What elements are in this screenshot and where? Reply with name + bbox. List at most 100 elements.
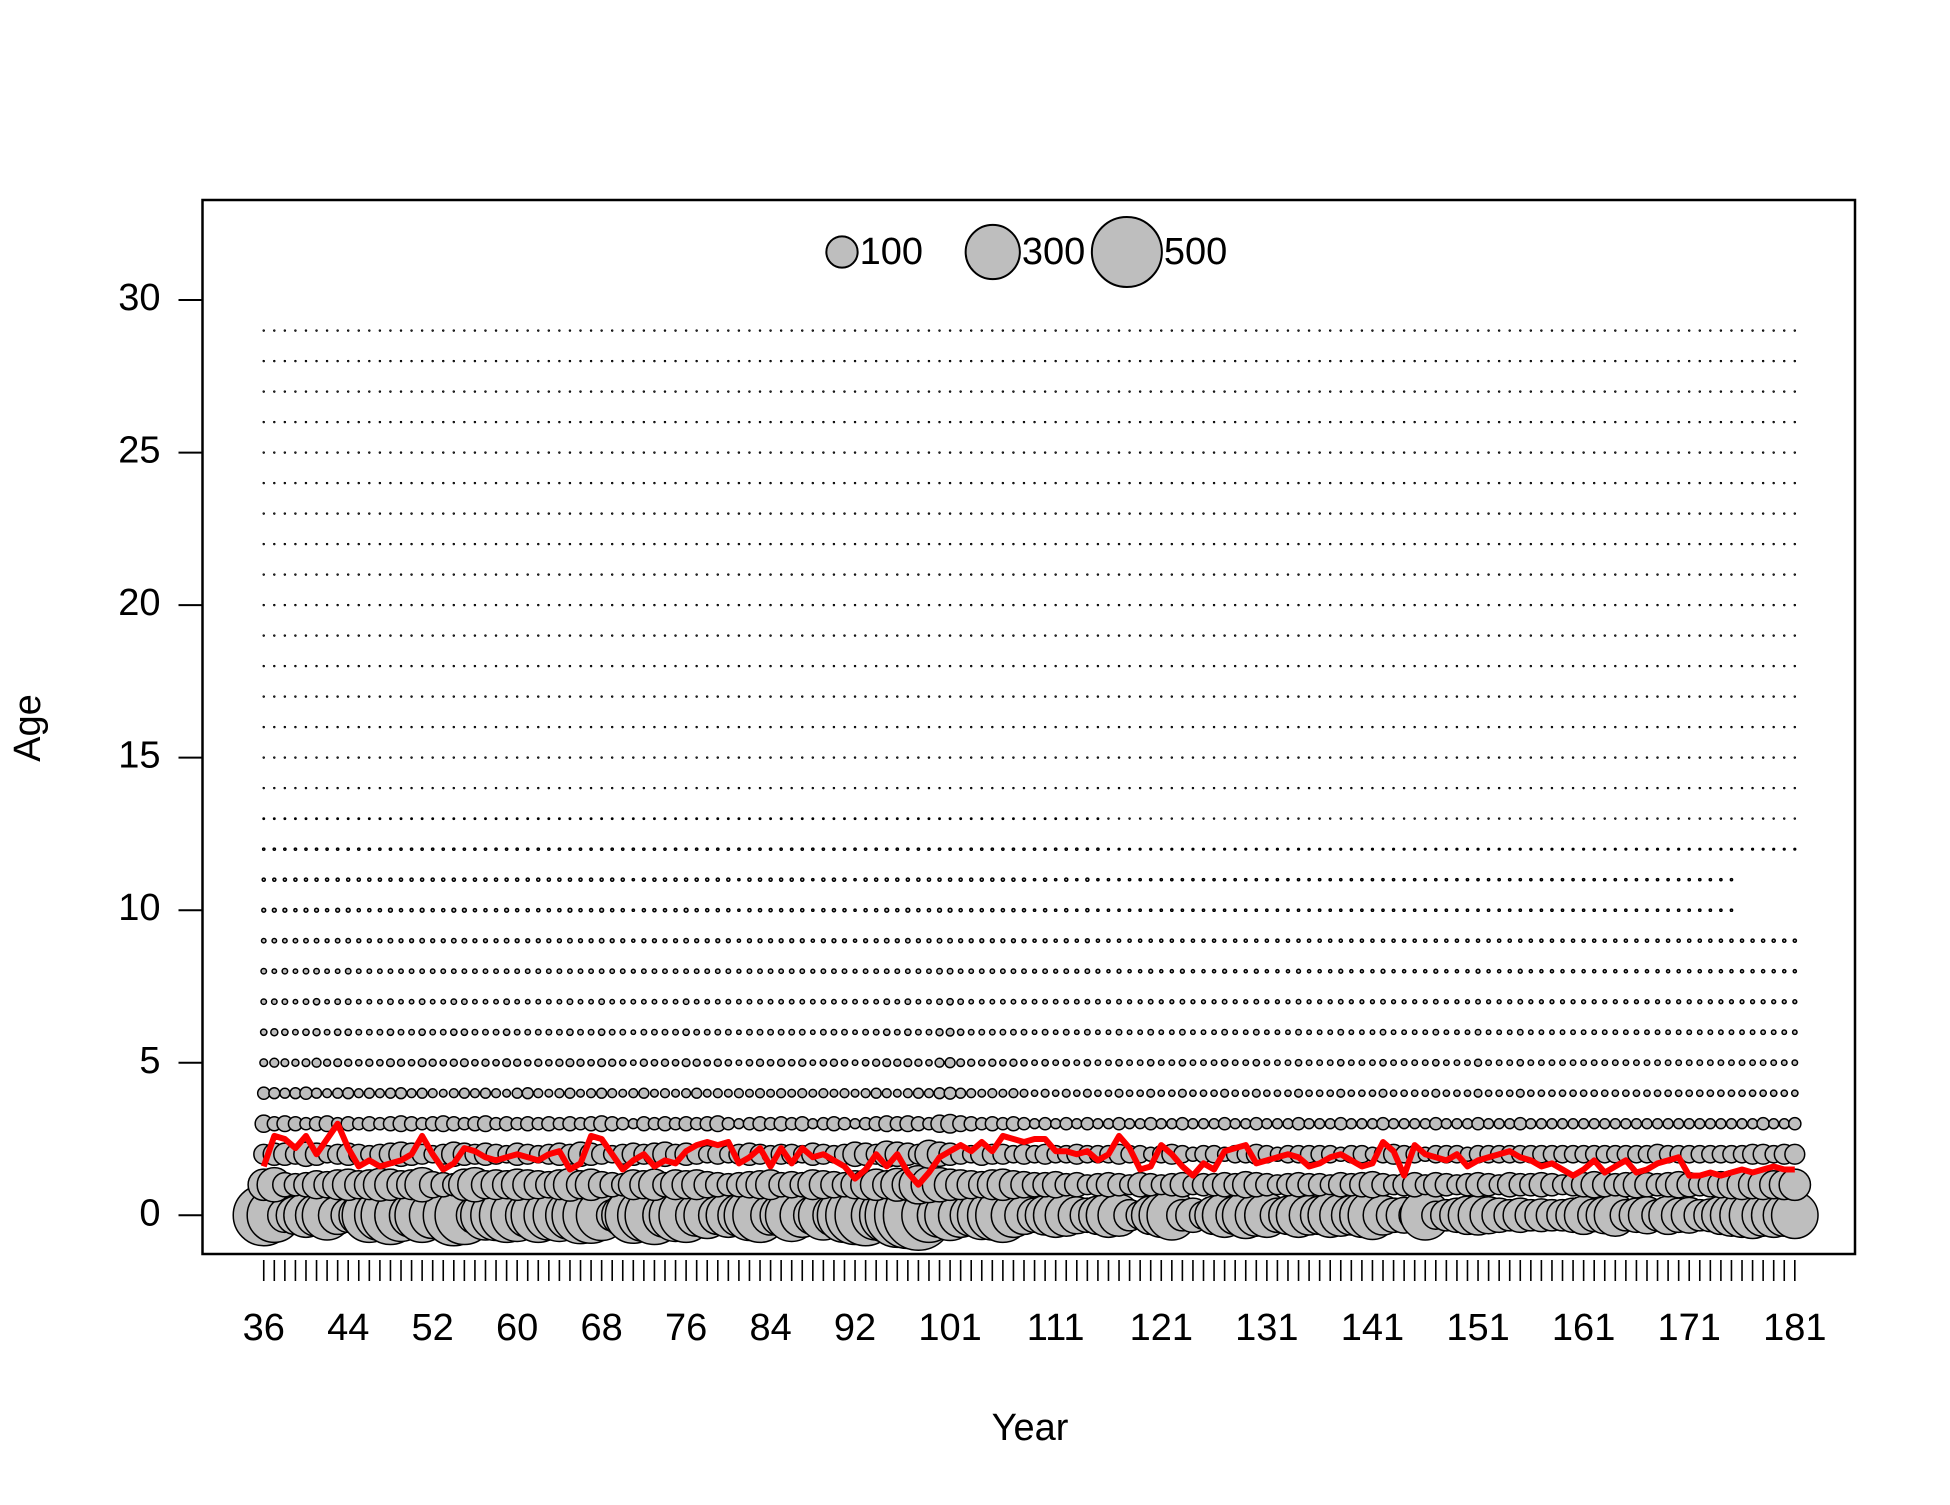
bubble bbox=[1497, 725, 1501, 729]
bubble bbox=[757, 907, 763, 913]
bubble bbox=[1423, 420, 1427, 424]
bubble bbox=[1506, 1029, 1513, 1036]
bubble bbox=[1117, 573, 1121, 576]
bubble bbox=[917, 573, 920, 576]
bubble bbox=[1549, 999, 1555, 1005]
bubble bbox=[1603, 756, 1606, 759]
bubble bbox=[1223, 695, 1226, 698]
bubble bbox=[1169, 999, 1175, 1005]
bubble bbox=[1571, 817, 1575, 820]
bubble bbox=[716, 695, 720, 698]
bubble bbox=[959, 634, 962, 637]
bubble bbox=[1729, 877, 1734, 882]
bubble bbox=[1043, 786, 1047, 790]
bubble bbox=[1042, 968, 1049, 975]
bubble bbox=[494, 756, 498, 759]
bubble bbox=[408, 1028, 416, 1036]
bubble bbox=[336, 451, 339, 454]
bubble bbox=[790, 695, 793, 698]
bubble bbox=[526, 573, 529, 576]
bubble bbox=[863, 907, 868, 913]
bubble bbox=[1528, 968, 1534, 974]
bubble bbox=[600, 329, 603, 332]
bubble bbox=[926, 907, 932, 913]
bubble bbox=[1009, 1028, 1017, 1036]
bubble bbox=[262, 786, 265, 790]
bubble bbox=[1655, 938, 1660, 944]
bubble bbox=[822, 695, 825, 698]
bubble bbox=[1043, 359, 1047, 363]
bubble bbox=[1033, 786, 1036, 790]
bubble bbox=[1676, 938, 1681, 944]
bubble bbox=[1149, 603, 1152, 607]
bubble bbox=[1781, 999, 1787, 1005]
bubble bbox=[1307, 634, 1311, 637]
bubble bbox=[526, 481, 529, 485]
bubble bbox=[642, 603, 646, 607]
bubble bbox=[1096, 451, 1100, 454]
bubble bbox=[579, 664, 582, 668]
bubble bbox=[1181, 786, 1184, 790]
bubble bbox=[788, 968, 795, 975]
bubble bbox=[1496, 999, 1502, 1005]
bubble bbox=[356, 938, 362, 944]
bubble bbox=[864, 695, 867, 698]
bubble bbox=[515, 420, 519, 424]
bubble bbox=[1318, 756, 1321, 759]
bubble bbox=[1001, 634, 1005, 637]
bubble bbox=[1128, 329, 1131, 332]
bubble bbox=[1318, 847, 1322, 851]
bubble bbox=[832, 786, 836, 790]
bubble bbox=[938, 664, 941, 668]
bubble bbox=[283, 390, 287, 393]
bubble bbox=[798, 1058, 807, 1067]
bubble bbox=[788, 998, 795, 1005]
bubble bbox=[737, 634, 741, 637]
bubble bbox=[579, 420, 582, 424]
bubble bbox=[1582, 817, 1585, 820]
bubble bbox=[304, 451, 308, 454]
bubble bbox=[927, 542, 931, 546]
bubble bbox=[568, 817, 572, 821]
bubble bbox=[883, 968, 890, 975]
bubble bbox=[737, 908, 741, 913]
bubble bbox=[315, 512, 318, 515]
bubble bbox=[1730, 390, 1733, 393]
bubble bbox=[1698, 725, 1702, 729]
bubble bbox=[1654, 999, 1661, 1005]
bubble bbox=[336, 603, 339, 607]
bubble bbox=[1740, 420, 1744, 424]
bubble bbox=[1770, 1029, 1777, 1036]
bubble bbox=[1497, 817, 1501, 820]
bubble bbox=[1381, 512, 1385, 515]
bubble bbox=[1666, 817, 1670, 820]
bubble bbox=[1487, 634, 1490, 637]
bubble bbox=[1487, 512, 1490, 515]
bubble bbox=[367, 907, 372, 913]
bubble bbox=[1412, 999, 1418, 1005]
bubble bbox=[1157, 1089, 1166, 1098]
bubble bbox=[273, 573, 276, 576]
bubble bbox=[1062, 1028, 1070, 1036]
bubble bbox=[1116, 998, 1122, 1005]
bubble bbox=[757, 938, 763, 944]
bubble bbox=[843, 481, 846, 485]
bubble bbox=[1286, 725, 1290, 729]
bubble bbox=[1233, 695, 1237, 698]
bubble bbox=[260, 998, 268, 1006]
bubble bbox=[1706, 1089, 1715, 1098]
bubble bbox=[1392, 664, 1395, 668]
bubble bbox=[1761, 695, 1765, 698]
bubble bbox=[409, 907, 414, 913]
bubble bbox=[1687, 634, 1691, 637]
bubble bbox=[702, 1088, 712, 1098]
bubble bbox=[662, 938, 668, 944]
bubble bbox=[1107, 664, 1110, 668]
bubble bbox=[1443, 999, 1450, 1005]
bubble bbox=[1528, 999, 1534, 1005]
bubble bbox=[1614, 573, 1617, 576]
bubble bbox=[1645, 725, 1649, 729]
bubble bbox=[1709, 542, 1712, 546]
bubble bbox=[1656, 786, 1659, 790]
